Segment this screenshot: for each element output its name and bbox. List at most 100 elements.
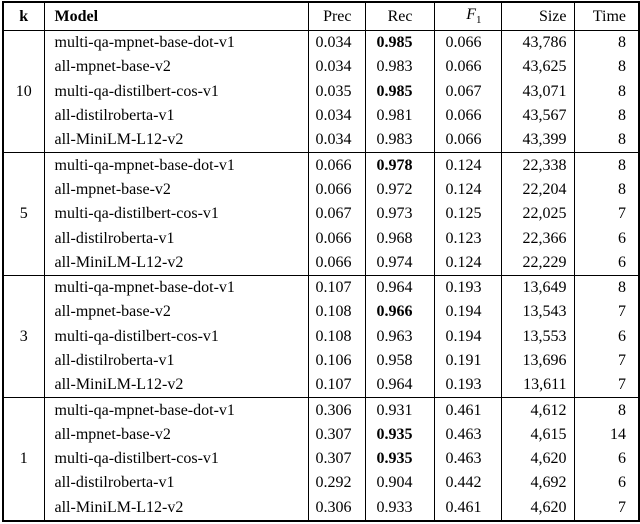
size-cell: 43,567 [500,103,574,129]
size-cell: 4,692 [500,471,574,496]
rec-cell: 0.964 [364,274,434,301]
prec-cell: 0.306 [307,495,365,521]
table-row: 1 multi-qa-mpnet-base-dot-v1 0.306 0.931 0.4… [3,397,639,521]
k-value: 5 [3,152,44,276]
f1-cell: 0.124 [433,177,501,203]
time-cell: 8 [573,30,639,56]
f1-cell: 0.442 [433,471,501,496]
f1-cell: 0.124 [433,152,501,178]
size-cell: 4,615 [500,422,574,448]
model-cell: all-mpnet-base-v2 [43,55,308,80]
rec-cell: 0.958 [364,348,434,374]
f1-cell: 0.194 [433,300,501,325]
table-row: 10 multi-qa-mpnet-base-dot-v1 0.034 0.985 0.… [3,29,639,153]
f1-cell: 0.193 [433,373,501,398]
k-value: 3 [3,274,44,398]
time-cell: 14 [573,422,639,448]
f1-cell: 0.461 [433,495,501,521]
model-cell: all-MiniLM-L12-v2 [43,495,308,521]
header-size: Size [500,2,574,31]
prec-cell: 0.307 [307,422,365,448]
prec-cell: 0.306 [307,397,365,423]
model-cell: multi-qa-distilbert-cos-v1 [43,324,308,349]
prec-cell: 0.035 [307,79,365,104]
time-cell: 8 [573,177,639,203]
header-prec: Prec [307,2,365,31]
time-cell: 8 [573,397,639,423]
time-cell: 7 [573,348,639,374]
f1-cell: 0.124 [433,250,501,276]
size-cell: 22,204 [500,177,574,203]
k-value: 1 [3,397,44,521]
time-cell: 6 [573,226,639,251]
f1-cell: 0.191 [433,348,501,374]
header-time: Time [573,2,639,31]
table-row: multi-qa-distilbert-cos-v1 0.067 0.973 0.12… [3,202,639,227]
table-row: all-mpnet-base-v2 0.108 0.966 0.194 13,543 7 [3,300,639,325]
time-cell: 6 [573,324,639,349]
prec-cell: 0.066 [307,152,365,178]
prec-cell: 0.108 [307,300,365,325]
model-cell: multi-qa-mpnet-base-dot-v1 [43,152,308,178]
rec-cell: 0.983 [364,128,434,153]
time-cell: 7 [573,202,639,227]
size-cell: 4,612 [500,397,574,423]
time-cell: 8 [573,79,639,104]
table-row: all-mpnet-base-v2 0.307 0.935 0.463 4,615 14 [3,422,639,448]
table-row: 5 multi-qa-mpnet-base-dot-v1 0.066 0.978 0.1… [3,152,639,276]
time-cell: 6 [573,471,639,496]
model-cell: multi-qa-distilbert-cos-v1 [43,79,308,104]
rec-cell: 0.963 [364,324,434,349]
size-cell: 4,620 [500,447,574,472]
prec-cell: 0.107 [307,274,365,301]
size-cell: 22,229 [500,250,574,276]
table-row: all-distilroberta-v1 0.066 0.968 0.123 22,36… [3,226,639,251]
time-cell: 8 [573,274,639,301]
rec-cell: 0.978 [364,152,434,178]
model-cell: all-MiniLM-L12-v2 [43,128,308,153]
table-row: multi-qa-distilbert-cos-v1 0.307 0.935 0.46… [3,447,639,472]
model-cell: all-distilroberta-v1 [43,103,308,129]
prec-cell: 0.034 [307,128,365,153]
f1-subscript: 1 [476,14,482,27]
f1-cell: 0.066 [433,30,501,56]
prec-cell: 0.292 [307,471,365,496]
table-row: all-distilroberta-v1 0.034 0.981 0.066 43,56… [3,103,639,129]
model-cell: multi-qa-mpnet-base-dot-v1 [43,274,308,301]
prec-cell: 0.307 [307,447,365,472]
f1-cell: 0.461 [433,397,501,423]
rec-cell: 0.966 [364,300,434,325]
rec-cell: 0.983 [364,55,434,80]
time-cell: 7 [573,300,639,325]
time-cell: 8 [573,55,639,80]
f1-cell: 0.067 [433,79,501,104]
f1-cell: 0.193 [433,274,501,301]
prec-cell: 0.066 [307,226,365,251]
model-cell: all-distilroberta-v1 [43,471,308,496]
table-row: all-MiniLM-L12-v2 0.306 0.933 0.461 4,620 7 [3,495,639,521]
rec-cell: 0.972 [364,177,434,203]
model-cell: multi-qa-distilbert-cos-v1 [43,447,308,472]
table-row: multi-qa-distilbert-cos-v1 0.108 0.963 0.19… [3,324,639,349]
size-cell: 4,620 [500,495,574,521]
f1-symbol: F [466,6,476,24]
model-cell: multi-qa-mpnet-base-dot-v1 [43,30,308,56]
rec-cell: 0.964 [364,373,434,398]
header-f1: F1 [433,2,501,31]
model-cell: all-MiniLM-L12-v2 [43,373,308,398]
model-cell: multi-qa-distilbert-cos-v1 [43,202,308,227]
table-row: all-distilroberta-v1 0.292 0.904 0.442 4,692… [3,471,639,496]
size-cell: 43,625 [500,55,574,80]
prec-cell: 0.034 [307,30,365,56]
rec-cell: 0.935 [364,422,434,448]
f1-cell: 0.066 [433,128,501,153]
f1-cell: 0.463 [433,447,501,472]
prec-cell: 0.108 [307,324,365,349]
header-rec: Rec [364,2,434,31]
size-cell: 43,399 [500,128,574,153]
table-header: k Model Prec Rec F1 Size Time [3,2,639,31]
header-row: k Model Prec Rec F1 Size Time [3,2,639,31]
rec-cell: 0.985 [364,79,434,104]
rec-cell: 0.985 [364,30,434,56]
